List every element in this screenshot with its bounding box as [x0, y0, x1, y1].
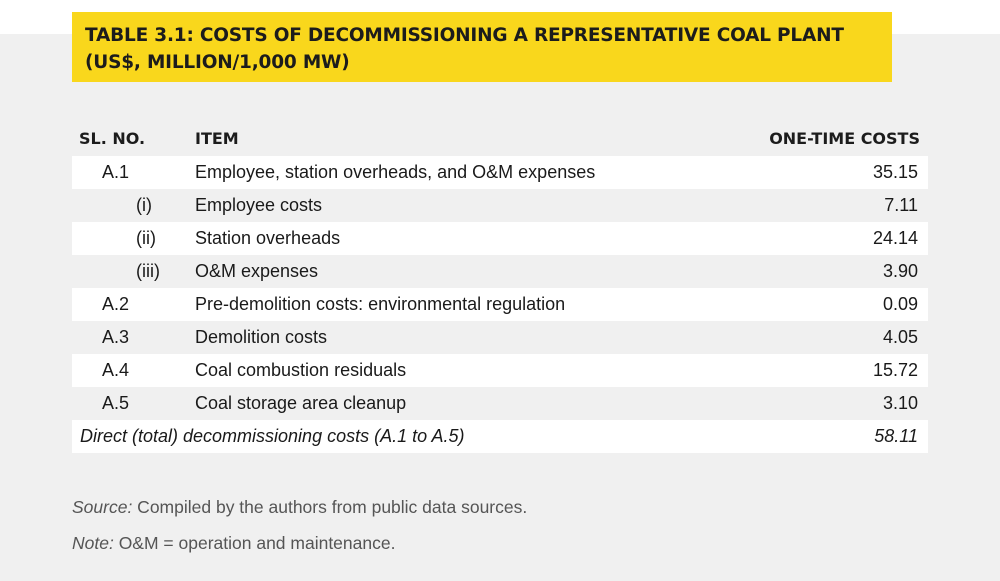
column-header-item: ITEM	[195, 129, 239, 148]
row-item: Employee, station overheads, and O&M exp…	[195, 162, 596, 182]
row-item: Coal combustion residuals	[195, 360, 407, 380]
row-item: O&M expenses	[195, 261, 319, 281]
row-cost: 3.10	[882, 393, 918, 413]
row-cost: 35.15	[872, 162, 918, 182]
table-row: A.5 Coal storage area cleanup 3.10	[72, 387, 928, 420]
table-title-banner: TABLE 3.1: COSTS OF DECOMMISSIONING A RE…	[72, 12, 892, 82]
row-sl-no: A.3	[102, 327, 130, 347]
row-cost: 3.90	[882, 261, 918, 281]
row-sl-no: A.1	[102, 162, 130, 182]
row-cost: 24.14	[872, 228, 918, 248]
row-cost: 4.05	[882, 327, 918, 347]
row-item: Employee costs	[195, 195, 323, 215]
note-text: O&M = operation and maintenance.	[113, 533, 396, 553]
table-title-line-2: (US$, MILLION/1,000 MW)	[85, 52, 350, 73]
row-sl-no: A.2	[102, 294, 130, 314]
row-sl-no: (iii)	[136, 261, 160, 281]
row-item: Demolition costs	[195, 327, 328, 347]
table-title-line-1: TABLE 3.1: COSTS OF DECOMMISSIONING A RE…	[85, 25, 844, 46]
row-cost: 0.09	[882, 294, 918, 314]
table-row: (i) Employee costs 7.11	[72, 189, 928, 222]
row-sl-no: (ii)	[136, 228, 156, 248]
source-label: Source:	[72, 497, 133, 517]
column-header-sl-no: SL. NO.	[79, 129, 146, 148]
total-cost: 58.11	[874, 426, 918, 446]
row-cost: 7.11	[884, 195, 918, 215]
table-row: A.4 Coal combustion residuals 15.72	[72, 354, 928, 387]
abbreviation-note: Note: O&M = operation and maintenance.	[72, 531, 395, 555]
row-cost: 15.72	[872, 360, 918, 380]
total-label: Direct (total) decommissioning costs (A.…	[80, 426, 465, 446]
row-sl-no: (i)	[136, 195, 152, 215]
table-row: (ii) Station overheads 24.14	[72, 222, 928, 255]
table-row: A.1 Employee, station overheads, and O&M…	[72, 156, 928, 189]
table-row: A.3 Demolition costs 4.05	[72, 321, 928, 354]
note-label: Note:	[72, 533, 114, 553]
row-item: Station overheads	[195, 228, 341, 248]
source-note: Source: Compiled by the authors from pub…	[72, 495, 527, 519]
row-sl-no: A.4	[102, 360, 130, 380]
source-text: Compiled by the authors from public data…	[132, 497, 528, 517]
column-header-one-time-costs: ONE-TIME COSTS	[769, 129, 920, 148]
row-item: Coal storage area cleanup	[195, 393, 407, 413]
table-row: A.2 Pre-demolition costs: environmental …	[72, 288, 928, 321]
row-sl-no: A.5	[102, 393, 130, 413]
row-item: Pre-demolition costs: environmental regu…	[195, 294, 566, 314]
cost-table: A.1 Employee, station overheads, and O&M…	[72, 156, 928, 453]
table-total-row: Direct (total) decommissioning costs (A.…	[72, 420, 928, 453]
table-row: (iii) O&M expenses 3.90	[72, 255, 928, 288]
